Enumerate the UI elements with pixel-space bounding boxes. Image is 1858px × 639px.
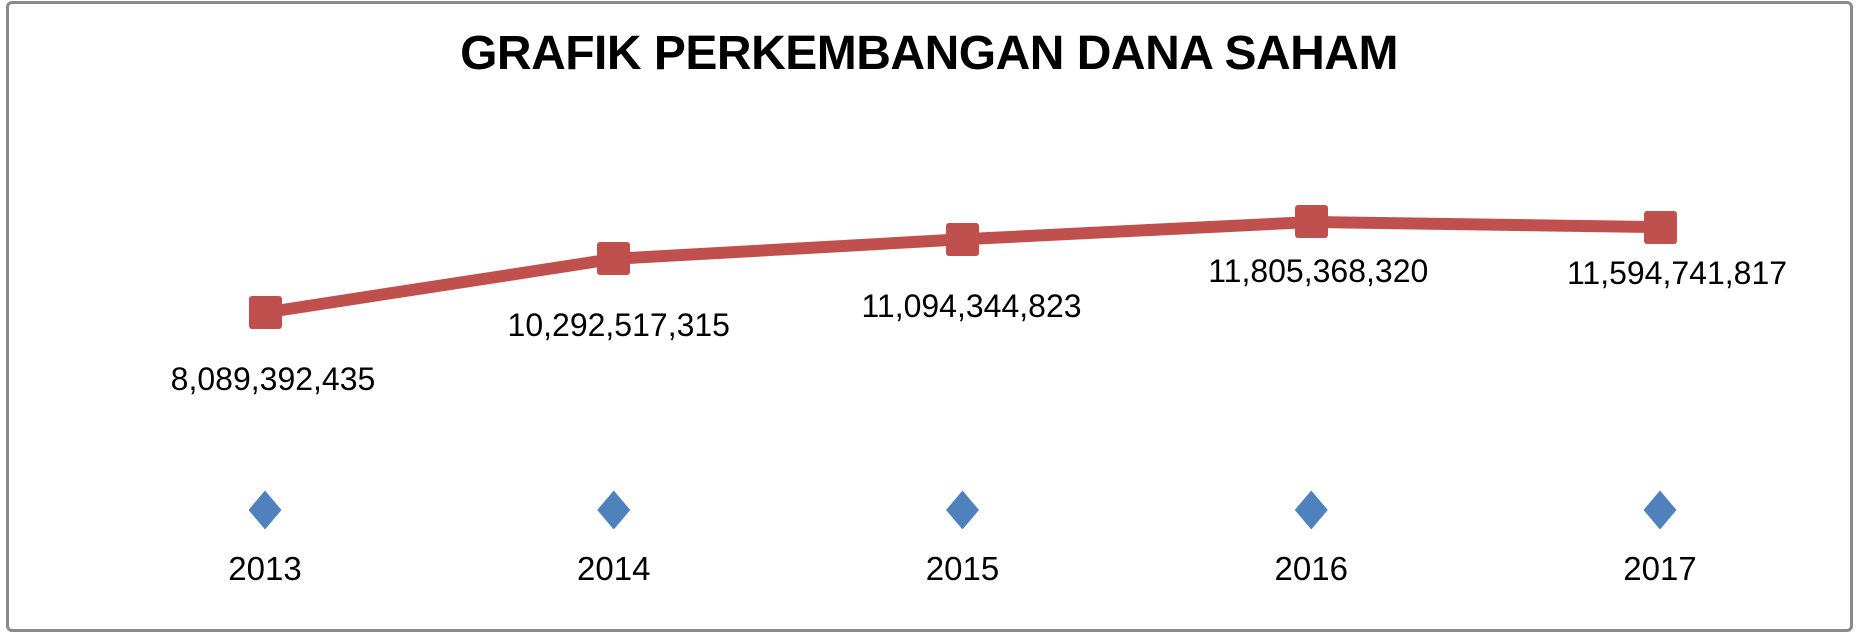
data-point-marker-2013 <box>248 296 282 330</box>
chart-title: GRAFIK PERKEMBANGAN DANA SAHAM <box>460 27 1398 80</box>
data-label-2015: 11,094,344,823 <box>861 288 1082 325</box>
data-label-2013: 8,089,392,435 <box>170 360 376 397</box>
category-label-2016: 2016 <box>1274 550 1348 587</box>
category-label-2015: 2015 <box>925 550 1000 587</box>
data-label-2014: 10,292,517,315 <box>507 306 730 343</box>
data-label-2016: 11,805,368,320 <box>1208 252 1429 289</box>
category-label-2017: 2017 <box>1623 550 1697 587</box>
data-point-marker-2015 <box>946 222 979 256</box>
data-label-2017: 11,594,741,817 <box>1566 255 1788 292</box>
data-point-marker-2014 <box>597 242 631 276</box>
category-label-2013: 2013 <box>228 550 302 587</box>
data-point-marker-2017 <box>1643 210 1677 244</box>
category-label-2014: 2014 <box>577 550 651 587</box>
data-point-marker-2016 <box>1294 205 1328 239</box>
